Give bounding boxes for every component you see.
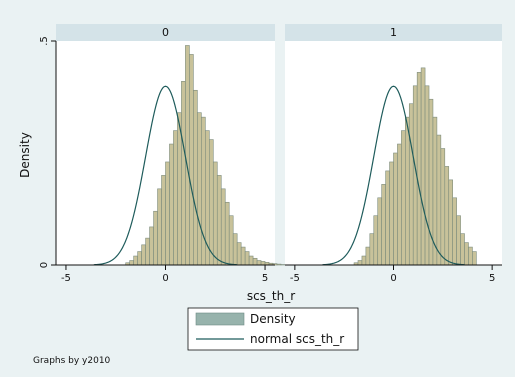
histogram-bar bbox=[141, 244, 146, 266]
histogram-bar bbox=[424, 85, 430, 266]
histogram-bar bbox=[216, 175, 222, 266]
histogram-bar bbox=[181, 81, 186, 266]
y-tick-label: .5 bbox=[39, 36, 50, 46]
histogram-bar bbox=[385, 170, 390, 266]
panel-title: 1 bbox=[390, 26, 397, 39]
histogram-bar bbox=[224, 201, 230, 266]
normal-curve bbox=[93, 85, 238, 266]
histogram-bar bbox=[381, 184, 386, 266]
histogram-bar bbox=[244, 251, 250, 266]
histogram-bar bbox=[240, 246, 246, 266]
histogram-bar bbox=[361, 255, 367, 266]
histogram-bar bbox=[153, 210, 158, 266]
x-tick-label: 5 bbox=[262, 273, 268, 284]
panel-title-strip bbox=[56, 24, 275, 41]
histogram-bar bbox=[157, 188, 162, 266]
histogram-bar bbox=[201, 116, 206, 266]
histogram-bar bbox=[129, 260, 134, 266]
histogram-bar bbox=[460, 233, 465, 266]
legend-density-label: Density bbox=[250, 312, 296, 326]
histogram-bar bbox=[373, 215, 379, 266]
normal-curve bbox=[322, 85, 465, 266]
histogram-bar bbox=[393, 152, 398, 266]
histogram-bar bbox=[161, 175, 166, 266]
x-tick-label: -5 bbox=[61, 273, 71, 284]
histogram-bar bbox=[448, 179, 453, 266]
legend-normal-label: normal scs_th_r bbox=[250, 332, 344, 346]
histogram-bar bbox=[408, 103, 414, 266]
histogram-bar bbox=[444, 166, 450, 266]
histogram-bar bbox=[365, 246, 371, 266]
histogram-bar bbox=[193, 89, 198, 266]
histogram-bar bbox=[452, 197, 457, 266]
histogram-bar bbox=[212, 161, 218, 266]
histogram-bar bbox=[440, 148, 446, 266]
histogram-bar bbox=[185, 45, 190, 266]
histogram-bar bbox=[468, 246, 473, 266]
histogram-bar bbox=[173, 130, 178, 266]
histogram-bar bbox=[145, 237, 150, 266]
histogram-bar bbox=[405, 116, 410, 266]
histogram-bar bbox=[464, 242, 469, 266]
histogram-bar bbox=[472, 251, 477, 266]
histogram-bar bbox=[252, 257, 258, 266]
histogram-bar bbox=[137, 251, 142, 266]
histogram-bar bbox=[377, 197, 382, 266]
histogram-bar bbox=[436, 134, 442, 266]
histogram-bar bbox=[209, 139, 214, 266]
histogram-bar bbox=[189, 54, 194, 266]
histogram-bar bbox=[276, 263, 282, 266]
histogram-bar bbox=[420, 67, 426, 266]
panel-title: 0 bbox=[162, 26, 169, 39]
histogram-bar bbox=[197, 112, 202, 266]
histogram-bar bbox=[236, 242, 242, 266]
histogram-bar bbox=[357, 260, 363, 266]
histogram-bar bbox=[248, 255, 254, 266]
histogram-bar bbox=[228, 215, 234, 266]
y-axis-title: Density bbox=[18, 132, 32, 178]
histogram-bar bbox=[456, 215, 461, 266]
histogram-bar bbox=[165, 161, 170, 266]
histogram-bar bbox=[397, 143, 402, 266]
histogram-bar bbox=[177, 112, 182, 266]
x-tick-label: -5 bbox=[290, 273, 300, 284]
histogram-bar bbox=[260, 261, 266, 266]
x-tick-label: 5 bbox=[489, 273, 495, 284]
histogram-bar bbox=[389, 161, 394, 266]
x-tick-label: 0 bbox=[162, 273, 168, 284]
x-tick-label: 0 bbox=[390, 273, 396, 284]
histogram-bar bbox=[369, 233, 375, 266]
histogram-bar bbox=[401, 130, 406, 266]
panel-title-strip bbox=[285, 24, 502, 41]
histogram-bar bbox=[133, 255, 138, 266]
histogram-bar bbox=[232, 233, 238, 266]
histogram-bar bbox=[416, 72, 422, 266]
histogram-bar bbox=[256, 260, 262, 266]
histogram-bar bbox=[169, 143, 174, 266]
legend-density-swatch bbox=[195, 312, 245, 326]
graphs-by-note: Graphs by y2010 bbox=[33, 356, 111, 366]
y-tick-label: 0 bbox=[39, 262, 50, 268]
histogram-bar bbox=[149, 226, 154, 266]
histogram-bar bbox=[220, 188, 226, 266]
x-axis-title: scs_th_r bbox=[247, 289, 295, 303]
